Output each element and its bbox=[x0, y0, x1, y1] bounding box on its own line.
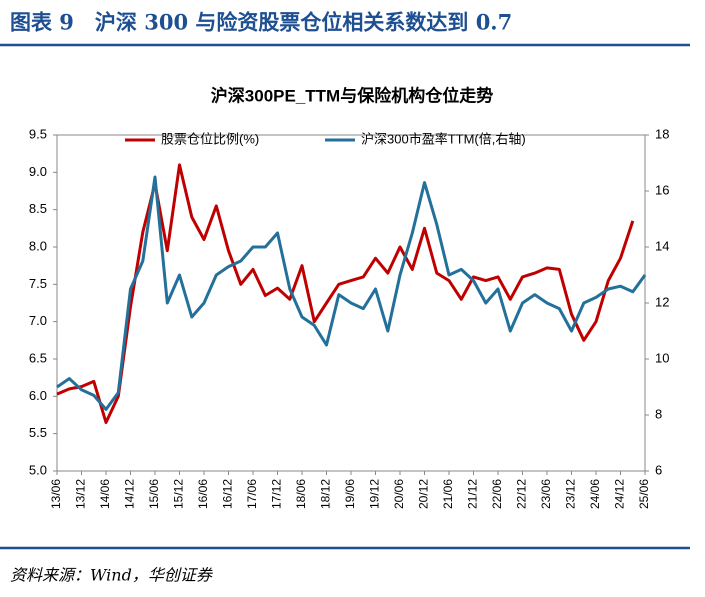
x-tick-label: 17/12 bbox=[270, 479, 284, 509]
x-tick-label: 24/12 bbox=[613, 479, 627, 509]
x-tick-label: 19/12 bbox=[368, 479, 382, 509]
y-tick-label: 8.0 bbox=[29, 238, 47, 253]
x-tick-label: 18/12 bbox=[319, 479, 333, 509]
y-tick-label: 5.0 bbox=[29, 462, 47, 477]
x-tick-label: 13/12 bbox=[74, 479, 88, 509]
x-tick-label: 15/12 bbox=[172, 479, 186, 509]
y-tick-label: 6.5 bbox=[29, 350, 47, 365]
x-tick-label: 22/06 bbox=[490, 479, 504, 509]
x-tick-label: 15/06 bbox=[147, 479, 161, 509]
series-line bbox=[56, 163, 635, 424]
y2-tick-label: 12 bbox=[655, 294, 669, 309]
series-line bbox=[56, 175, 647, 411]
legend-label: 股票仓位比例(%) bbox=[161, 131, 259, 146]
y-tick-label: 7.5 bbox=[29, 276, 47, 291]
y2-tick-label: 10 bbox=[655, 350, 669, 365]
y-tick-label: 7.0 bbox=[29, 313, 47, 328]
x-tick-label: 25/06 bbox=[637, 479, 651, 509]
y-tick-label: 8.5 bbox=[29, 201, 47, 216]
y-tick-label: 6.0 bbox=[29, 388, 47, 403]
chart-title: 沪深300PE_TTM与保险机构仓位走势 bbox=[211, 85, 493, 105]
y2-tick-label: 16 bbox=[655, 182, 669, 197]
x-tick-label: 16/06 bbox=[196, 479, 210, 509]
x-tick-label: 14/12 bbox=[123, 479, 137, 509]
x-tick-label: 17/06 bbox=[245, 479, 259, 509]
x-tick-label: 16/12 bbox=[221, 479, 235, 509]
y-tick-label: 9.5 bbox=[29, 126, 47, 141]
y2-tick-label: 14 bbox=[655, 238, 669, 253]
x-tick-label: 22/12 bbox=[515, 479, 529, 509]
x-tick-label: 20/12 bbox=[417, 479, 431, 509]
x-tick-label: 21/12 bbox=[466, 479, 480, 509]
x-tick-label: 13/06 bbox=[49, 479, 63, 509]
y2-tick-label: 6 bbox=[655, 462, 662, 477]
x-tick-label: 20/06 bbox=[392, 479, 406, 509]
y-tick-label: 9.0 bbox=[29, 164, 47, 179]
legend-label: 沪深300市盈率TTM(倍,右轴) bbox=[361, 131, 526, 146]
x-tick-label: 18/06 bbox=[294, 479, 308, 509]
x-tick-label: 24/06 bbox=[588, 479, 602, 509]
y2-tick-label: 18 bbox=[655, 126, 669, 141]
x-tick-label: 23/06 bbox=[539, 479, 553, 509]
source: 资料来源：Wind，华创证券 bbox=[10, 566, 214, 585]
header: 图表 9 沪深 300 与险资股票仓位相关系数达到 0.7 bbox=[10, 10, 512, 35]
y-tick-label: 5.5 bbox=[29, 425, 47, 440]
x-tick-label: 19/06 bbox=[343, 479, 357, 509]
x-tick-label: 14/06 bbox=[98, 479, 112, 509]
x-tick-label: 23/12 bbox=[564, 479, 578, 509]
y2-tick-label: 8 bbox=[655, 406, 662, 421]
x-tick-label: 21/06 bbox=[441, 479, 455, 509]
